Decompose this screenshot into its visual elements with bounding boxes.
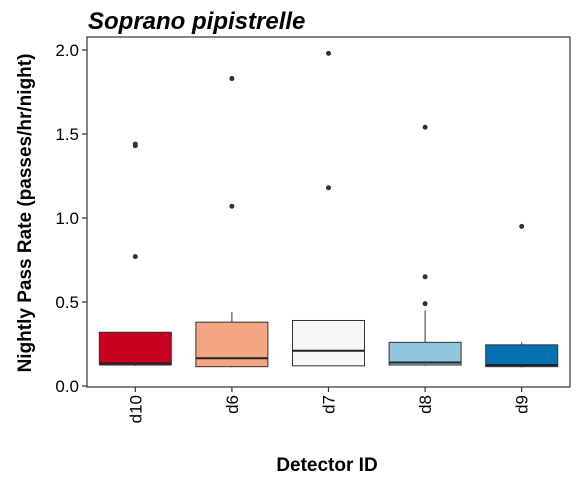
outlier-point (132, 141, 138, 147)
box-d7 (292, 50, 365, 367)
box-body (292, 319, 365, 367)
y-tick-label: 1.5 (55, 125, 79, 144)
box-body (388, 341, 462, 366)
box-d8 (388, 124, 462, 366)
box-body (195, 321, 269, 368)
y-tick-label: 2.0 (55, 41, 79, 60)
x-tick-label: d10 (126, 395, 145, 423)
x-tick-label: d6 (223, 395, 242, 414)
x-axis-label: Detector ID (276, 455, 377, 476)
box-d9 (485, 223, 559, 368)
box-body (98, 331, 172, 366)
outlier-point (229, 203, 235, 209)
outlier-point (229, 76, 235, 82)
outlier-point (326, 185, 331, 191)
x-tick-label: d9 (513, 395, 532, 414)
outlier-point (519, 223, 525, 229)
outlier-point (132, 254, 138, 260)
outlier-point (422, 301, 428, 307)
outlier-point (422, 274, 428, 280)
box-body (485, 344, 559, 368)
y-axis-label: Nightly Pass Rate (passes/hr/night) (15, 54, 36, 373)
x-tick-label: d7 (320, 395, 339, 414)
x-tick-label: d8 (416, 395, 435, 414)
y-tick-label: 0.5 (55, 293, 79, 312)
chart-title: Soprano pipistrelle (88, 8, 305, 35)
plot-area (86, 36, 571, 388)
box-d6 (195, 76, 269, 368)
outlier-point (326, 50, 331, 56)
x-axis-ticks: d10 d6 d7 d8 d9 (126, 387, 532, 423)
box-d10 (98, 141, 172, 366)
y-tick-label: 0.0 (55, 377, 79, 396)
y-tick-label: 1.0 (55, 209, 79, 228)
y-axis-ticks: 0.0 0.5 1.0 1.5 2.0 (55, 41, 87, 396)
outlier-point (422, 124, 428, 130)
